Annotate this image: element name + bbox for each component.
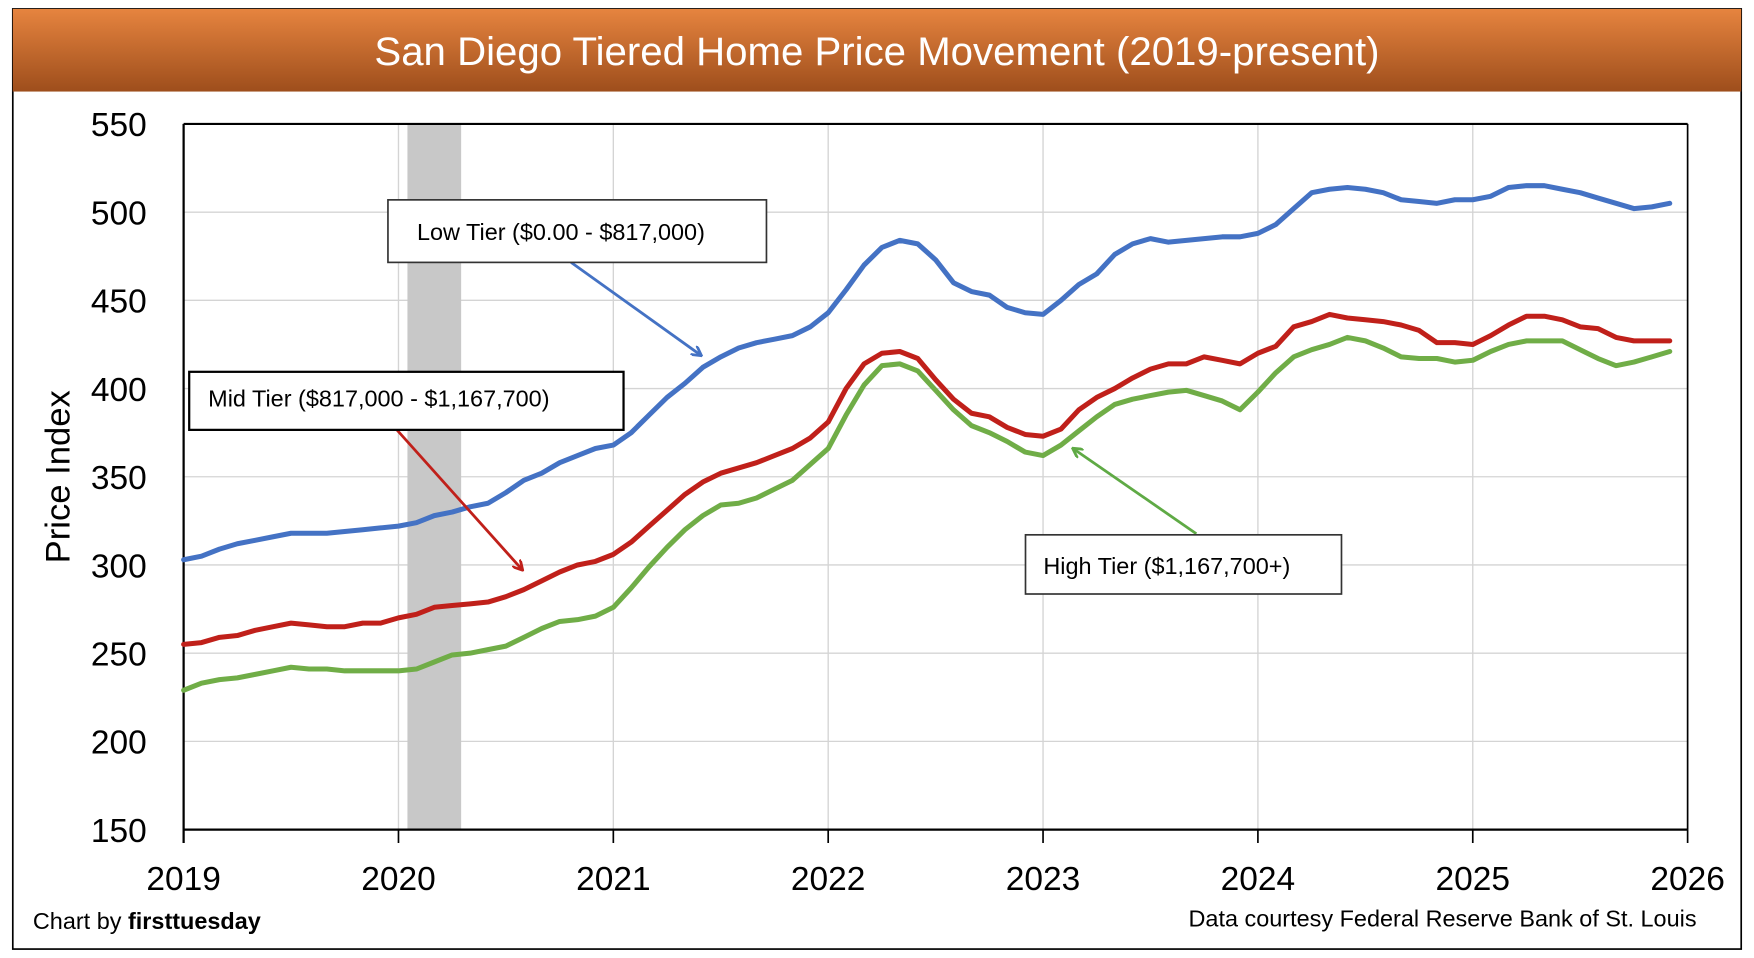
low-tier-label: Low Tier ($0.00 - $817,000)	[417, 219, 705, 245]
series-line-high-tier	[181, 334, 1673, 693]
credit-brand: firsttuesday	[128, 908, 261, 934]
y-tick-label: 450	[91, 284, 147, 321]
low-tier-arrow	[570, 261, 701, 355]
x-tick-label: 2019	[146, 861, 220, 898]
y-tick-label: 300	[91, 548, 147, 585]
y-tick-label: 350	[91, 460, 147, 497]
series-line-mid-tier	[181, 311, 1673, 647]
x-tick-label: 2021	[576, 861, 651, 898]
y-tick-label: 500	[91, 195, 147, 232]
chart-title: San Diego Tiered Home Price Movement (20…	[374, 29, 1379, 74]
x-tick-label: 2022	[791, 861, 866, 898]
plot-frame	[182, 122, 1689, 843]
x-tick-label: 2025	[1436, 861, 1511, 898]
y-tick-label: 550	[91, 107, 147, 144]
chart-credit: Chart by firsttuesday	[33, 908, 261, 934]
data-source: Data courtesy Federal Reserve Bank of St…	[1188, 906, 1696, 932]
title-bar	[12, 8, 1742, 92]
y-tick-labels: 150 200 250 300 350 400 450 500 550	[91, 107, 147, 850]
mid-tier-label: Mid Tier ($817,000 - $1,167,700)	[208, 385, 549, 411]
high-tier-label-box	[1024, 533, 1343, 595]
x-tick-label: 2026	[1650, 861, 1725, 898]
chart-border	[11, 8, 1743, 950]
x-tick-label: 2024	[1221, 861, 1296, 898]
y-tick-label: 250	[91, 636, 147, 673]
series-lines	[181, 183, 1673, 693]
mid-tier-arrow	[395, 428, 522, 570]
x-tick-label: 2020	[361, 861, 436, 898]
credit-prefix: Chart by	[33, 908, 128, 934]
series-line-low-tier	[181, 183, 1673, 563]
x-tick-label: 2023	[1006, 861, 1081, 898]
mid-tier-label-box	[188, 370, 625, 431]
y-tick-label: 150	[91, 813, 147, 850]
y-axis-title: Price Index	[40, 390, 78, 563]
low-tier-label-box	[387, 199, 768, 264]
y-tick-label: 200	[91, 725, 147, 762]
high-tier-arrow	[1074, 449, 1198, 535]
y-tick-label: 400	[91, 372, 147, 409]
high-tier-label: High Tier ($1,167,700+)	[1043, 553, 1290, 579]
x-tick-labels: 2019 2020 2021 2022 2023 2024 2025 2026	[146, 861, 1724, 898]
